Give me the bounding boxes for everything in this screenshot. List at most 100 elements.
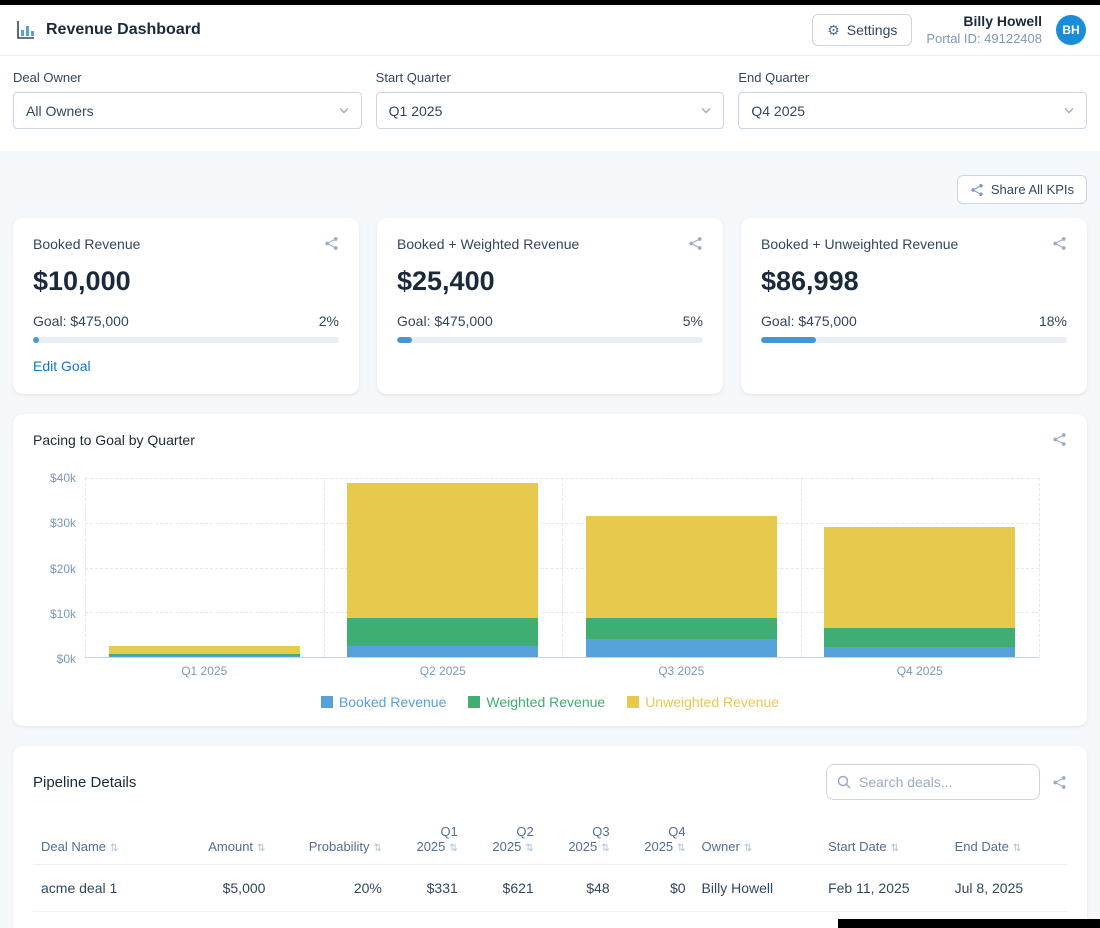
share-all-row: Share All KPIs — [0, 151, 1100, 218]
kpi-title: Booked Revenue — [33, 236, 141, 252]
column-header[interactable]: Q1 2025 ⇅ — [389, 814, 466, 865]
kpi-progress-fill — [761, 337, 817, 343]
column-header-label: Probability — [308, 839, 370, 854]
sort-icon[interactable]: ⇅ — [1012, 843, 1022, 854]
sort-icon[interactable]: ⇅ — [601, 843, 610, 854]
stacked-bar-chart: $40k $30k $20k $10k $0k Q1 2025 Q2 2025 Q3 202… — [33, 471, 1067, 678]
column-header-label: End Date — [954, 839, 1009, 854]
settings-button[interactable]: ⚙ Settings — [812, 13, 913, 46]
legend-item[interactable]: Unweighted Revenue — [627, 694, 779, 710]
share-icon[interactable] — [324, 236, 339, 251]
sort-icon[interactable]: ⇅ — [449, 843, 458, 854]
avatar[interactable]: BH — [1056, 14, 1086, 45]
legend-item[interactable]: Weighted Revenue — [468, 694, 605, 710]
kpi-progress-track — [761, 337, 1067, 343]
share-all-kpis-button[interactable]: Share All KPIs — [956, 175, 1087, 204]
end-quarter-filter: End Quarter Q4 2025 — [738, 70, 1088, 129]
column-header[interactable]: Deal Name ⇅ — [33, 814, 173, 865]
kpi-value: $86,998 — [761, 266, 859, 296]
sort-icon[interactable]: ⇅ — [525, 843, 534, 854]
end-quarter-value: Q4 2025 — [751, 102, 806, 119]
column-header[interactable]: Q3 2025 ⇅ — [541, 814, 618, 865]
column-header[interactable]: End Date ⇅ — [946, 814, 1067, 865]
end-quarter-select[interactable]: Q4 2025 — [738, 92, 1088, 129]
chart-y-axis: $40k $30k $20k $10k $0k — [49, 471, 76, 666]
column-header-label: Owner — [701, 839, 740, 854]
pipeline-table: Deal Name ⇅ Amount ⇅ Probability ⇅ Q1 2025 ⇅ Q2 … — [33, 814, 1067, 928]
column-header-label: Q1 2025 — [416, 824, 458, 854]
settings-label: Settings — [846, 21, 898, 38]
table-body: acme deal 1 $5,000 20% $331 $621 $48 $0 Billy H… — [33, 864, 1067, 928]
kpi-goal: Goal: $475,000 — [761, 313, 857, 329]
bar-segment-booked-revenue — [347, 645, 539, 657]
x-tick-label: Q3 2025 — [658, 664, 705, 678]
legend-item[interactable]: Booked Revenue — [320, 694, 446, 710]
stacked-bar — [824, 478, 1016, 657]
kpi-title: Booked + Unweighted Revenue — [761, 236, 959, 252]
bar-group — [562, 478, 801, 657]
column-header[interactable]: Owner ⇅ — [693, 814, 821, 865]
start-quarter-value: Q1 2025 — [388, 102, 443, 119]
share-icon[interactable] — [688, 236, 703, 251]
share-icon[interactable] — [1052, 432, 1067, 447]
legend-swatch — [468, 696, 481, 708]
sort-icon[interactable]: ⇅ — [677, 843, 686, 854]
kpi-value: $10,000 — [33, 266, 131, 296]
table-cell: Holly Howell — [693, 911, 821, 928]
stacked-bar — [108, 478, 300, 657]
share-icon[interactable] — [1052, 236, 1067, 251]
table-cell: $0 — [617, 911, 694, 928]
column-header-label: Start Date — [828, 839, 887, 854]
share-icon[interactable] — [1052, 775, 1067, 790]
table-cell: Billy Howell — [693, 864, 821, 912]
kpi-title: Booked + Weighted Revenue — [397, 236, 580, 252]
user-name: Billy Howell — [963, 13, 1042, 30]
column-header-label: Deal Name — [41, 839, 107, 854]
search-input[interactable] — [859, 774, 1029, 790]
kpi-progress-fill — [397, 337, 413, 343]
table-cell: $93 — [541, 911, 618, 928]
share-icon — [970, 183, 984, 197]
bottom-chrome-strip — [838, 919, 1100, 928]
table-row[interactable]: acme deal 1 $5,000 20% $331 $621 $48 $0 Billy H… — [33, 864, 1067, 912]
sort-icon[interactable]: ⇅ — [257, 843, 266, 854]
kpi-goal: Goal: $475,000 — [33, 313, 129, 329]
sort-icon[interactable]: ⇅ — [743, 843, 753, 854]
deal-owner-filter: Deal Owner All Owners — [13, 70, 362, 129]
kpi-progress-track — [33, 337, 339, 343]
column-header[interactable]: Start Date ⇅ — [820, 814, 947, 865]
column-header-label: Amount — [208, 839, 254, 854]
portal-id: Portal ID: 49122408 — [926, 30, 1042, 46]
sort-icon[interactable]: ⇅ — [373, 843, 382, 854]
sort-icon[interactable]: ⇅ — [110, 843, 119, 854]
edit-goal-link[interactable]: Edit Goal — [33, 358, 91, 374]
page-title: Revenue Dashboard — [46, 21, 201, 38]
column-header[interactable]: Probability ⇅ — [273, 814, 390, 865]
column-header[interactable]: Amount ⇅ — [172, 814, 274, 865]
gridline — [562, 478, 563, 657]
bar-segment-unweighted-revenue — [347, 482, 539, 619]
table-cell: $98 — [389, 911, 466, 928]
pipeline-details-card: Pipeline Details Deal Name⇅Amount⇅Probab… — [13, 746, 1087, 928]
stacked-bar — [585, 478, 777, 657]
column-header[interactable]: Q4 2025 ⇅ — [617, 814, 694, 865]
table-cell: $5,000 — [172, 864, 274, 912]
pacing-chart-card: Pacing to Goal by Quarter $40k $30k $20k $1… — [13, 414, 1087, 726]
top-chrome-strip — [0, 0, 1100, 5]
deal-owner-select[interactable]: All Owners — [13, 92, 362, 129]
chart-plot — [85, 478, 1040, 658]
x-tick-label: Q4 2025 — [896, 664, 943, 678]
end-quarter-label: End Quarter — [738, 70, 810, 85]
column-header[interactable]: Q2 2025 ⇅ — [465, 814, 542, 865]
legend-label: Weighted Revenue — [486, 694, 606, 710]
bar-group — [85, 478, 324, 657]
sort-icon[interactable]: ⇅ — [890, 843, 900, 854]
bar-segment-weighted-revenue — [585, 618, 777, 640]
search-box — [826, 764, 1040, 800]
table-cell: $10,300 — [172, 911, 274, 928]
start-quarter-select[interactable]: Q1 2025 — [375, 92, 725, 129]
table-header-row: Deal Name ⇅ Amount ⇅ Probability ⇅ Q1 2025 ⇅ Q2 … — [33, 814, 1067, 865]
column-header-label: Q4 2025 — [644, 824, 686, 854]
bar-segment-booked-revenue — [108, 655, 300, 657]
